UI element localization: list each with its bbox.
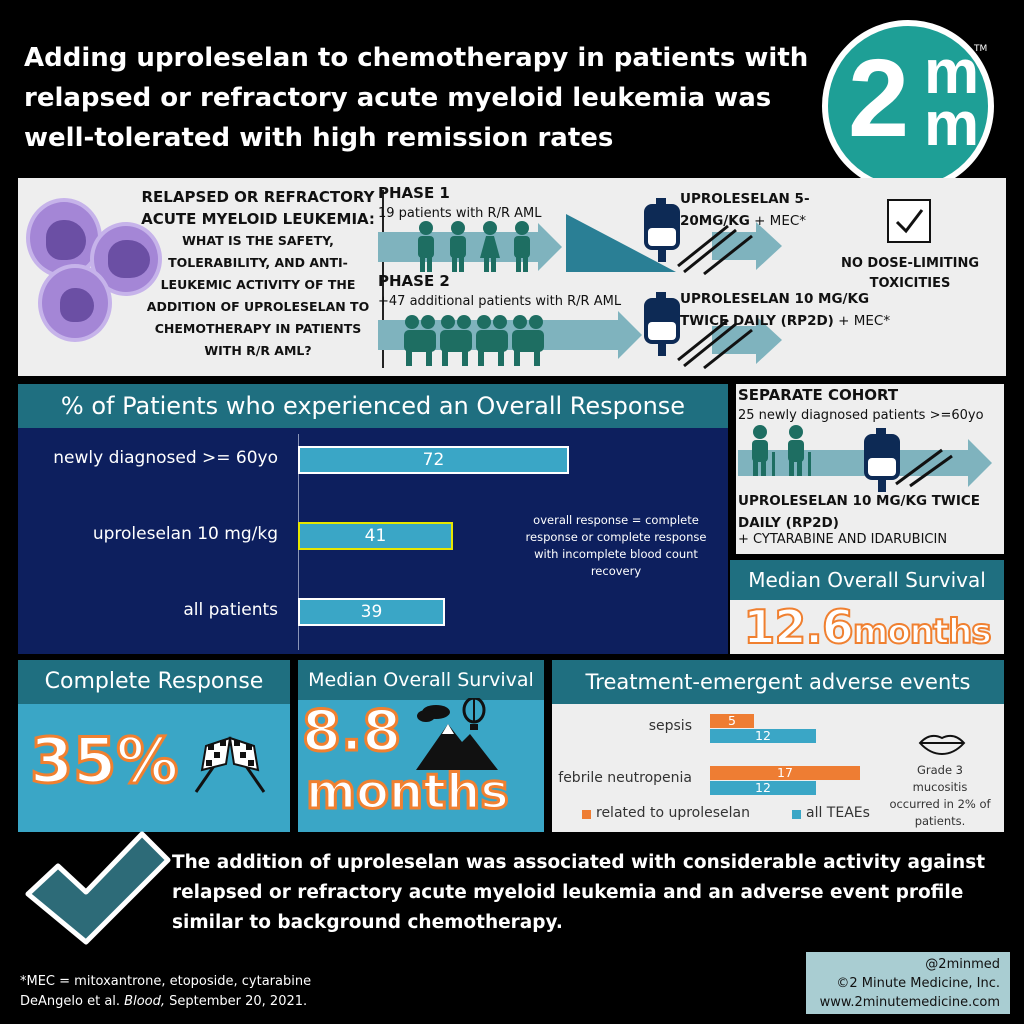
footer-references: *MEC = mitoxantrone, etoposide, cytarabi…: [20, 972, 580, 1012]
study-design-panel: RELAPSED OR REFRACTORY ACUTE MYELOID LEU…: [18, 178, 1006, 376]
lips-icon: [918, 734, 966, 756]
adverse-events-panel: sepsis 5 12 febrile neutropenia 17 12 related…: [552, 704, 1004, 832]
category-label: newly diagnosed >= 60yo: [53, 448, 278, 468]
response-bar: 39: [298, 598, 445, 626]
phase1-arrowhead: [538, 223, 562, 271]
category-label: all patients: [183, 600, 278, 620]
citation: DeAngelo et al. Blood, September 20, 202…: [20, 994, 308, 1009]
cohort-mos-number: 12.6: [742, 599, 854, 655]
brand-logo: 2 m m TM: [822, 20, 994, 192]
phase2-drug: UPROLESELAN 10 MG/KG TWICE DAILY (RP2D) …: [680, 291, 891, 329]
leukemia-cell-icon: [26, 198, 102, 278]
mec-footnote: *MEC = mitoxantrone, etoposide, cytarabi…: [20, 974, 312, 989]
conclusion-text: The addition of uproleselan was associat…: [172, 852, 986, 933]
cohort-mos-label: Median Overall Survival: [730, 560, 1004, 600]
legend-related-swatch: [582, 810, 591, 819]
checkmark-icon: [25, 831, 171, 945]
study-question: RELAPSED OR REFRACTORY ACUTE MYELOID LEU…: [138, 186, 378, 362]
phase1-desc: 19 patients with R/R AML: [378, 206, 542, 221]
dose-escalation-triangle: [566, 214, 676, 272]
response-chart-title: % of Patients who experienced an Overall…: [18, 384, 728, 428]
elderly-patients-icon: [752, 425, 811, 476]
cohort-drug-suffix: + CYTARABINE AND IDARUBICIN: [738, 532, 948, 547]
ae-bar-related: 17: [710, 766, 860, 780]
logo-two: 2: [848, 37, 910, 160]
phase2-title: PHASE 2: [378, 272, 450, 290]
response-chart: newly diagnosed >= 60yo 72 uproleselan 10 …: [18, 428, 728, 654]
logo-trademark: TM: [974, 44, 988, 54]
cohort-desc: 25 newly diagnosed patients >=60yo: [738, 408, 984, 423]
logo-m-bottom: m: [924, 90, 980, 159]
phase2-patients-icon: [404, 315, 544, 366]
question-heading: RELAPSED OR REFRACTORY ACUTE MYELOID LEU…: [141, 188, 375, 228]
median-os-value: 8.8: [300, 698, 402, 765]
cohort-arrowhead: [968, 439, 992, 487]
mountain-balloon-icon: [416, 698, 498, 770]
conclusion-box: [62, 840, 1006, 950]
category-label: uproleselan 10 mg/kg: [92, 524, 278, 544]
ae-category-label: sepsis: [648, 718, 692, 734]
phase1-patients-icon: [418, 221, 530, 272]
complete-response-value: 35%: [28, 723, 179, 799]
divider: [382, 190, 384, 368]
iv-bag-icon: [864, 428, 900, 492]
phase2-arrowhead: [618, 311, 642, 359]
cohort-drug: UPROLESELAN 10 MG/KG TWICE DAILY (RP2D): [738, 493, 980, 531]
page-title: Adding uproleselan to chemotherapy in pa…: [24, 43, 809, 153]
ae-bar-all: 12: [710, 729, 816, 743]
leukemia-cell-icon: [38, 264, 112, 342]
ae-bar-related: 5: [710, 714, 754, 728]
complete-response-label: Complete Response: [18, 660, 290, 704]
phase2-desc: +47 additional patients with R/R AML: [378, 294, 622, 309]
ae-category-label: febrile neutropenia: [558, 770, 692, 786]
question-body: WHAT IS THE SAFETY, TOLERABILITY, AND AN…: [146, 233, 370, 358]
cohort-title: SEPARATE COHORT: [738, 386, 899, 404]
median-os-label: Median Overall Survival: [298, 660, 544, 700]
syringe-icon: [677, 316, 782, 370]
separate-cohort-panel: SEPARATE COHORT 25 newly diagnosed patie…: [736, 384, 1004, 554]
response-bar: 41: [298, 522, 453, 550]
iv-bag-icon: [644, 198, 680, 262]
logo-m-top: m: [924, 38, 980, 107]
legend-all-label: all TEAEs: [806, 805, 870, 821]
response-bar: 72: [298, 446, 569, 474]
no-dlt-label: NO DOSE-LIMITING TOXICITIES: [840, 256, 980, 291]
mucositis-note: Grade 3 mucositis occurred in 2% of pati…: [889, 763, 991, 828]
median-os-unit: months: [305, 763, 511, 822]
legend-all-swatch: [792, 810, 801, 819]
phase1-drug: UPROLESELAN 5-20MG/KG + MEC*: [680, 191, 810, 229]
ae-bar-all: 12: [710, 781, 816, 795]
phase1-title: PHASE 1: [378, 184, 450, 202]
iv-bag-icon: [644, 292, 680, 356]
syringe-icon: [677, 222, 782, 276]
legend-related-label: related to uproleselan: [596, 805, 750, 821]
syringe-icon: [895, 448, 953, 488]
checkbox-icon: [887, 199, 931, 243]
response-definition-note: overall response = complete response or …: [525, 513, 707, 578]
cohort-mos-unit: months: [852, 611, 993, 653]
checkered-flags-icon: [194, 736, 266, 793]
copyright: ©2 Minute Medicine, Inc.: [836, 976, 1000, 991]
footer-credits: @2minmed ©2 Minute Medicine, Inc. www.2m…: [806, 952, 1010, 1014]
cohort-mos-value: 12.6months: [730, 599, 1004, 655]
website-link[interactable]: www.2minutemedicine.com: [819, 995, 1000, 1010]
adverse-events-title: Treatment-emergent adverse events: [552, 660, 1004, 704]
twitter-handle: @2minmed: [925, 957, 1000, 972]
